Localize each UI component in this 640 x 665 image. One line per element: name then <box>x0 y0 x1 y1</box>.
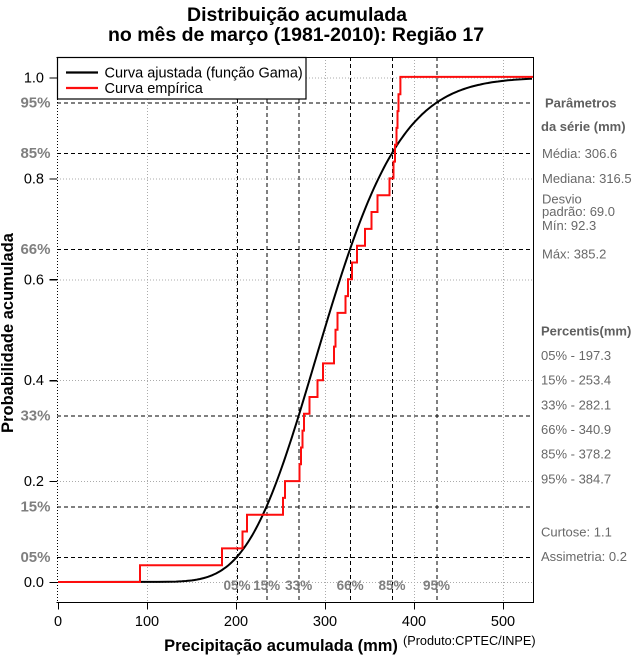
svg-text:400: 400 <box>402 614 426 630</box>
svg-text:0.8: 0.8 <box>24 171 44 187</box>
svg-text:Percentis(mm): Percentis(mm) <box>541 324 631 339</box>
svg-text:85%: 85% <box>378 578 405 593</box>
svg-text:95%: 95% <box>423 578 450 593</box>
svg-text:Mín: 92.3: Mín: 92.3 <box>542 218 596 233</box>
svg-text:0.2: 0.2 <box>24 474 44 490</box>
svg-text:85% - 378.2: 85% - 378.2 <box>541 447 611 462</box>
svg-text:Média: 306.6: Média: 306.6 <box>542 146 617 161</box>
svg-text:Curtose: 1.1: Curtose: 1.1 <box>541 524 612 539</box>
svg-text:500: 500 <box>491 614 515 630</box>
svg-text:15% - 253.4: 15% - 253.4 <box>541 373 611 388</box>
svg-text:05%: 05% <box>223 578 250 593</box>
svg-text:1.0: 1.0 <box>24 71 44 87</box>
svg-text:66% - 340.9: 66% - 340.9 <box>541 422 611 437</box>
svg-text:Curva ajustada (função Gama): Curva ajustada (função Gama) <box>105 66 303 82</box>
svg-text:85%: 85% <box>20 145 50 162</box>
svg-text:66%: 66% <box>20 241 50 258</box>
svg-text:33%: 33% <box>285 578 312 593</box>
svg-text:Mediana: 316.5: Mediana: 316.5 <box>542 171 632 186</box>
svg-text:200: 200 <box>224 614 248 630</box>
svg-text:33%: 33% <box>20 408 50 425</box>
svg-text:padrão: 69.0: padrão: 69.0 <box>542 204 615 219</box>
svg-text:Distribuição acumulada: Distribuição acumulada <box>187 4 407 26</box>
svg-text:no mês de março (1981-2010): R: no mês de março (1981-2010): Região 17 <box>108 24 484 46</box>
svg-text:Parâmetros: Parâmetros <box>545 96 617 111</box>
svg-text:0.0: 0.0 <box>24 575 44 591</box>
svg-text:Desvio: Desvio <box>542 192 582 207</box>
svg-text:Curva empírica: Curva empírica <box>105 81 204 97</box>
svg-text:Máx: 385.2: Máx: 385.2 <box>542 247 606 262</box>
svg-text:0: 0 <box>54 614 62 630</box>
svg-text:(Produto:CPTEC/INPE): (Produto:CPTEC/INPE) <box>403 634 536 648</box>
svg-text:0.4: 0.4 <box>24 373 44 389</box>
svg-text:66%: 66% <box>337 578 364 593</box>
svg-text:15%: 15% <box>253 578 280 593</box>
svg-text:33% - 282.1: 33% - 282.1 <box>541 397 611 412</box>
svg-text:da série (mm): da série (mm) <box>541 119 626 134</box>
svg-text:Assimetria: 0.2: Assimetria: 0.2 <box>541 549 627 564</box>
svg-text:300: 300 <box>313 614 337 630</box>
svg-text:100: 100 <box>135 614 159 630</box>
svg-text:15%: 15% <box>20 498 50 515</box>
svg-text:95% - 384.7: 95% - 384.7 <box>541 472 611 487</box>
svg-text:05%: 05% <box>20 549 50 566</box>
svg-text:Precipitação acumulada (mm): Precipitação acumulada (mm) <box>164 637 398 655</box>
svg-text:0.6: 0.6 <box>24 272 44 288</box>
svg-text:05% - 197.3: 05% - 197.3 <box>541 348 611 363</box>
svg-text:95%: 95% <box>20 95 50 112</box>
svg-text:Probabilidade acumulada: Probabilidade acumulada <box>0 232 17 433</box>
